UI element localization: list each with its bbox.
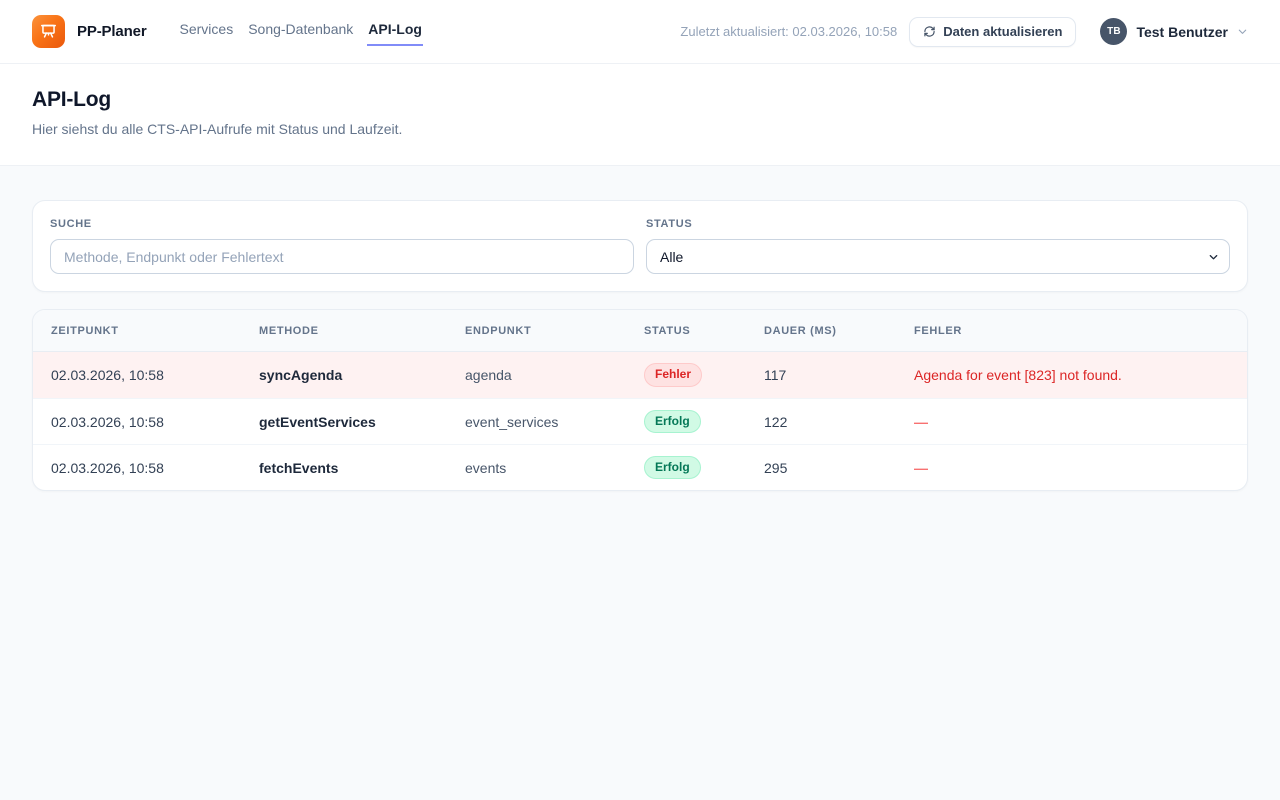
nav-item-song-datenbank[interactable]: Song-Datenbank: [248, 21, 354, 37]
column-header-fehler: FEHLER: [914, 324, 962, 337]
avatar: TB: [1100, 18, 1128, 45]
table-row: 02.03.2026, 10:58 fetchEvents events Erf…: [33, 444, 1247, 490]
presentation-screen-icon: [39, 22, 58, 41]
app-logo: [32, 15, 65, 48]
cell-status: Fehler: [626, 363, 746, 387]
cell-status: Erfolg: [626, 409, 746, 434]
cell-dauer: 295: [764, 459, 788, 476]
status-label: STATUS: [646, 218, 693, 230]
search-label: SUCHE: [50, 218, 92, 230]
cell-zeitpunkt: 02.03.2026, 10:58: [51, 413, 164, 430]
status-badge: Erfolg: [644, 409, 701, 434]
search-input[interactable]: [50, 239, 634, 274]
column-header-dauer: DAUER (MS): [764, 324, 837, 337]
nav-item-api-log[interactable]: API-Log: [367, 17, 423, 46]
header-right: Zuletzt aktualisiert: 02.03.2026, 10:58 …: [680, 16, 1248, 47]
status-badge: Erfolg: [644, 455, 701, 480]
table-row: 02.03.2026, 10:58 syncAgenda agenda Fehl…: [33, 352, 1247, 398]
cell-dauer: 122: [764, 413, 788, 430]
status-field-group: STATUS Alle: [646, 218, 1230, 274]
main-nav: Services Song-Datenbank API-Log: [179, 17, 423, 46]
main-content: SUCHE STATUS Alle ZEITPUNKT METHODE ENDP…: [0, 166, 1280, 491]
header-left: PP-Planer Services Song-Datenbank API-Lo…: [32, 15, 423, 48]
refresh-button-label: Daten aktualisieren: [943, 24, 1063, 39]
cell-fehler: Agenda for event [823] not found.: [914, 367, 1122, 383]
chevron-down-icon: [1237, 26, 1248, 37]
table-row: 02.03.2026, 10:58 getEventServices event…: [33, 398, 1247, 444]
cell-endpunkt: events: [465, 459, 507, 476]
cell-methode: syncAgenda: [259, 367, 343, 383]
cell-methode: getEventServices: [259, 413, 376, 430]
table-body: 02.03.2026, 10:58 syncAgenda agenda Fehl…: [33, 352, 1247, 490]
brand-name: PP-Planer: [77, 23, 147, 40]
column-header-endpunkt: ENDPUNKT: [465, 324, 532, 337]
page-subtitle: Hier siehst du alle CTS-API-Aufrufe mit …: [32, 121, 403, 137]
cell-endpunkt: event_services: [465, 413, 559, 430]
status-badge: Fehler: [644, 363, 703, 387]
column-header-methode: METHODE: [259, 324, 319, 337]
user-name: Test Benutzer: [1136, 23, 1228, 40]
filter-card: SUCHE STATUS Alle: [32, 200, 1248, 292]
refresh-icon: [923, 25, 936, 38]
page-header: API-Log Hier siehst du alle CTS-API-Aufr…: [0, 64, 1280, 166]
refresh-data-button[interactable]: Daten aktualisieren: [909, 16, 1077, 47]
cell-zeitpunkt: 02.03.2026, 10:58: [51, 459, 164, 476]
cell-methode: fetchEvents: [259, 459, 339, 476]
cell-zeitpunkt: 02.03.2026, 10:58: [51, 367, 164, 383]
cell-dauer: 117: [764, 367, 787, 383]
api-log-table: ZEITPUNKT METHODE ENDPUNKT STATUS DAUER …: [32, 309, 1248, 491]
status-select[interactable]: Alle: [646, 239, 1230, 274]
cell-fehler: —: [914, 413, 928, 430]
nav-item-services[interactable]: Services: [179, 21, 234, 37]
status-select-wrap: Alle: [646, 239, 1230, 274]
cell-endpunkt: agenda: [465, 367, 512, 383]
cell-fehler: —: [914, 459, 928, 476]
column-header-zeitpunkt: ZEITPUNKT: [51, 324, 119, 337]
column-header-status: STATUS: [644, 324, 691, 337]
cell-status: Erfolg: [626, 455, 746, 480]
user-menu[interactable]: TB Test Benutzer: [1100, 18, 1248, 45]
last-updated-text: Zuletzt aktualisiert: 02.03.2026, 10:58: [680, 24, 898, 39]
search-field-group: SUCHE: [50, 218, 634, 274]
table-header-row: ZEITPUNKT METHODE ENDPUNKT STATUS DAUER …: [33, 310, 1247, 352]
top-header: PP-Planer Services Song-Datenbank API-Lo…: [0, 0, 1280, 64]
page-title: API-Log: [32, 88, 112, 111]
